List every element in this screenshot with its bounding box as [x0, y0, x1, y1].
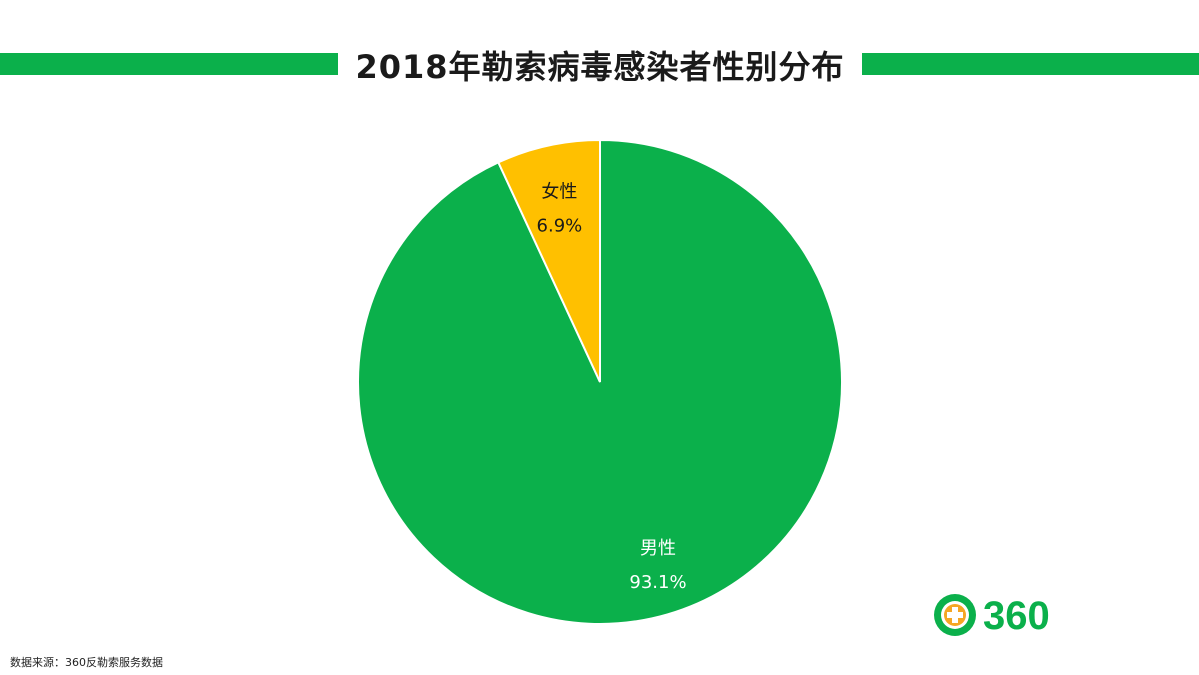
logo-plus-horizontal [947, 612, 963, 618]
title-band-right [862, 53, 1199, 75]
logo-text: 360 [983, 594, 1050, 638]
title-band-left [0, 53, 338, 75]
pie-slice-female [497, 138, 601, 383]
brand-logo: 360 [934, 594, 1050, 638]
slice-value-male: 93.1% [629, 572, 686, 593]
chart-title: 2018年勒索病毒感染者性别分布 [355, 48, 845, 86]
slice-value-female: 6.9% [537, 216, 583, 237]
data-source-note: 数据来源：360反勒索服务数据 [10, 656, 163, 669]
slice-label-female: 女性 [541, 182, 577, 203]
slice-label-male: 男性 [640, 538, 676, 559]
